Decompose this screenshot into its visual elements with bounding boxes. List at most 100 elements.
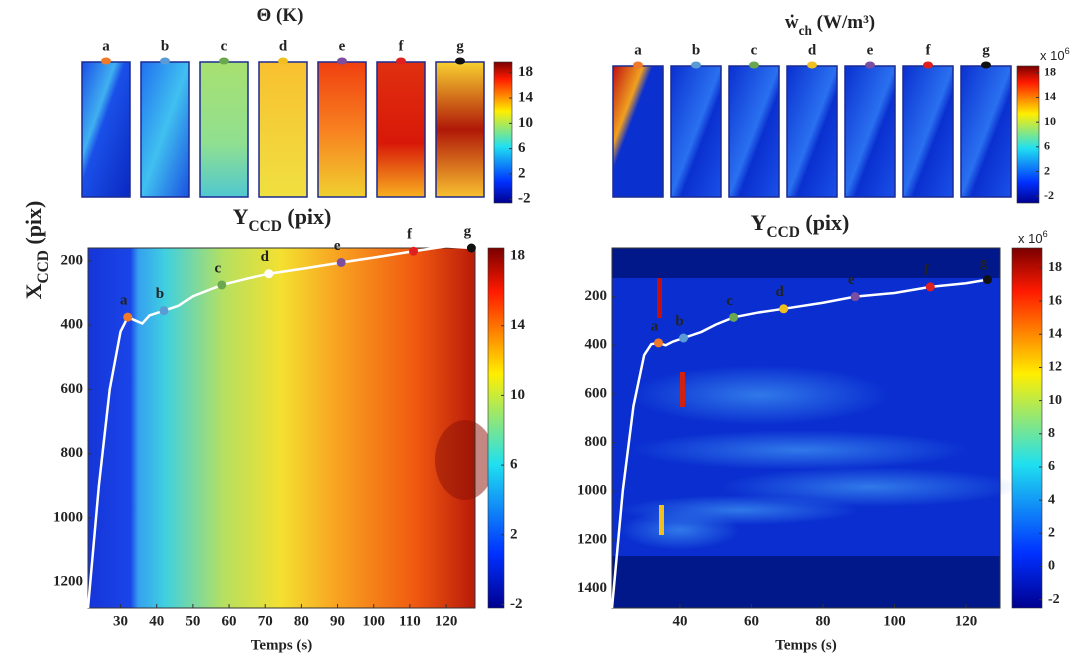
x-tick-label: 80 (294, 613, 309, 629)
y-tick-label: 200 (61, 252, 84, 268)
text-part: ẇ (785, 12, 799, 33)
strip (376, 61, 426, 198)
subscript: ch (799, 23, 813, 38)
strip-label: b (161, 38, 169, 54)
strip-marker (633, 61, 643, 69)
y-axis-label: XCCD (pix) (21, 201, 52, 300)
y-tick-label: 600 (61, 381, 84, 397)
colorbar-tick-label: -2 (1048, 592, 1060, 607)
colorbar-tick-label: 10 (518, 115, 533, 131)
colorbar-tick-label: 16 (1048, 293, 1062, 308)
subscript: CCD (767, 224, 800, 241)
point (850, 292, 860, 302)
strip-label: g (456, 38, 464, 54)
colorbar-tick-label: 8 (1048, 426, 1055, 441)
x-tick-label: 40 (672, 613, 687, 629)
strip-label: e (339, 38, 346, 54)
point (679, 333, 689, 343)
strip-label: f (926, 42, 932, 58)
x-tick-label: 60 (222, 613, 237, 629)
superscript: 6 (1043, 229, 1048, 239)
heatmap-glow (620, 510, 740, 550)
colorbar-tick-label: 2 (518, 165, 526, 181)
curve (610, 278, 988, 609)
heatmap-band (612, 556, 1000, 608)
point (653, 338, 663, 348)
colorbar-tick-label: 6 (518, 140, 526, 156)
x-tick-label: 110 (399, 613, 421, 629)
subscript: CCD (249, 218, 282, 235)
x-tick-label: 70 (258, 613, 273, 629)
heatmap-glow (630, 430, 970, 470)
point-label: b (675, 313, 683, 329)
y-tick-label: 1000 (53, 509, 83, 525)
point-label: a (651, 318, 659, 334)
colorbar-tick-label: -2 (518, 191, 531, 207)
point-label: e (848, 272, 855, 288)
heatmap-hotspot (435, 420, 495, 500)
point-label: c (214, 260, 221, 276)
point-label: d (261, 249, 270, 265)
colorbar-scale: x 106 (1018, 229, 1048, 246)
y-tick-label: 400 (61, 317, 84, 333)
colorbar-tick-label: 0 (1048, 559, 1055, 574)
colorbar (493, 61, 513, 204)
colorbar-tick-label: 2 (1048, 526, 1055, 541)
y-tick-label: 1400 (577, 580, 607, 596)
y-tick-label: 600 (585, 385, 608, 401)
text-part: Y (751, 210, 767, 235)
colorbar-tick-label: 12 (1048, 360, 1062, 375)
strip-marker (691, 61, 701, 69)
colorbar-tick-label: -2 (1044, 188, 1054, 202)
colorbar-tick-label: 2 (1044, 163, 1050, 177)
point-label: e (334, 238, 341, 254)
strip-marker (278, 57, 288, 65)
point-label: c (726, 293, 733, 309)
point-label: f (407, 227, 413, 243)
strip-marker (101, 57, 111, 65)
strip-label: c (751, 42, 758, 58)
strip-marker (807, 61, 817, 69)
colorbar-tick-label: 2 (510, 526, 518, 542)
point (336, 257, 346, 267)
strip-label: d (808, 42, 817, 58)
strip (728, 65, 780, 198)
y-tick-label: 200 (585, 288, 608, 304)
strip (612, 65, 664, 198)
y-tick-label: 1200 (53, 574, 83, 590)
plot-frame (87, 247, 476, 609)
strip (844, 65, 896, 198)
strip (902, 65, 954, 198)
text-part: Θ (K) (257, 5, 304, 26)
chart-title: ẇch (W/m³) (785, 12, 875, 37)
strip-marker (160, 57, 170, 65)
point (925, 282, 935, 292)
strip (435, 61, 485, 198)
strip (317, 61, 367, 198)
x-tick-label: 30 (113, 613, 128, 629)
heatmap-streak (657, 278, 662, 318)
point (409, 246, 419, 256)
colorbar-tick-label: 6 (1044, 139, 1050, 153)
x-axis-label: Temps (s) (775, 637, 837, 653)
point-label: a (120, 293, 128, 309)
colorbar-tick-label: 4 (1048, 492, 1055, 507)
colorbar-scale: x 106 (1040, 46, 1070, 63)
x-tick-label: 50 (185, 613, 200, 629)
point (982, 275, 992, 285)
x-axis-label: YCCD (pix) (233, 204, 332, 235)
x-tick-label: 90 (330, 613, 345, 629)
heatmap-streak (680, 372, 685, 407)
colorbar (487, 247, 505, 609)
point (779, 304, 789, 314)
colorbar-tick-label: 18 (1044, 65, 1056, 79)
heatmap-streak (659, 505, 664, 535)
y-tick-label: 800 (61, 445, 84, 461)
colorbar-tick-label: 10 (1044, 114, 1056, 128)
strip-marker (219, 57, 229, 65)
x-tick-label: 120 (955, 613, 978, 629)
point-label: b (156, 286, 164, 302)
heatmap-glow (630, 365, 890, 425)
colorbar-tick-label: -2 (510, 596, 523, 612)
